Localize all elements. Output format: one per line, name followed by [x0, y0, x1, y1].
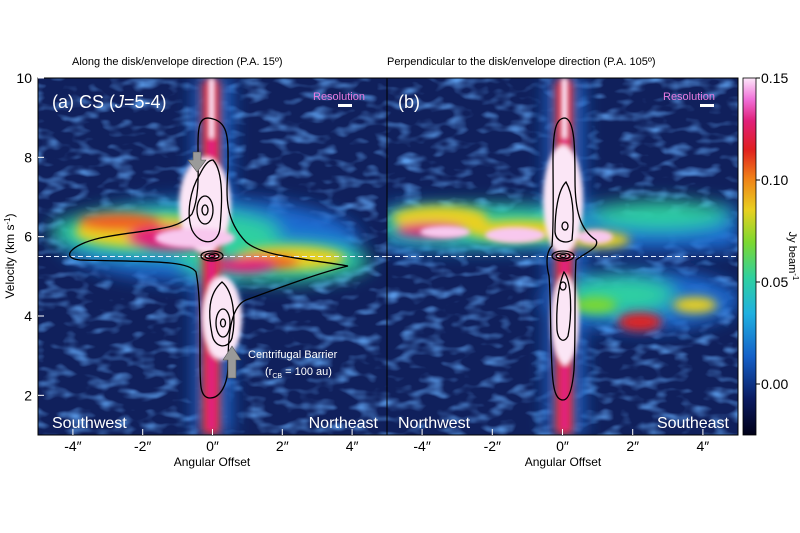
y-tick-label: 10	[16, 70, 32, 86]
colorbar-tick-label: 0.05	[761, 274, 788, 290]
x-tick-label-b: 4″	[697, 438, 710, 454]
colorbar-tick-label: 0.15	[761, 70, 788, 86]
x-tick-label-b: 2″	[626, 438, 639, 454]
x-axis-label-a: Angular Offset	[174, 455, 251, 469]
x-tick-label-a: 4″	[346, 438, 359, 454]
centrifugal-barrier-arrow-up	[222, 345, 242, 379]
resolution-label-b: Resolution	[663, 91, 715, 103]
colorbar-label: Jy beam-1	[786, 232, 800, 281]
corner-label-northwest: Northwest	[398, 415, 471, 432]
panel-b-image	[387, 78, 738, 435]
x-tick-label-a: -2″	[134, 438, 151, 454]
axes-a: -4″ -2″ 0″ 2″ 4″ 2 4 6 8 10	[16, 70, 358, 454]
panel-a-label: (a) CS (J=5-4)	[52, 92, 167, 112]
contour-mid-b-upper	[554, 180, 574, 243]
contours-a	[68, 117, 349, 399]
x-tick-label-a: 0″	[206, 438, 219, 454]
corner-label-southeast: Southeast	[657, 415, 730, 432]
centrifugal-barrier-arrow-down	[187, 151, 207, 173]
x-tick-label-b: -2″	[484, 438, 501, 454]
y-tick-label: 2	[24, 387, 32, 403]
panel-a-title: Along the disk/envelope direction (P.A. …	[72, 56, 283, 68]
x-tick-label-b: 0″	[556, 438, 569, 454]
contour-mid-b-lower	[556, 270, 572, 341]
y-axis-label: Velocity (km s-1)	[3, 213, 17, 298]
x-tick-label-b: -4″	[413, 438, 430, 454]
colorbar-gradient	[742, 77, 757, 436]
corner-label-northeast: Northeast	[309, 415, 379, 432]
y-tick-label: 6	[24, 229, 32, 245]
contour-core-a-upper	[201, 204, 209, 216]
y-tick-label: 4	[24, 308, 32, 324]
y-tick-label: 8	[24, 149, 32, 165]
x-axis-label-b: Angular Offset	[525, 455, 602, 469]
x-tick-label-a: 2″	[276, 438, 289, 454]
contour-inner-b-lower	[559, 281, 567, 291]
contour-mid-a-upper	[188, 159, 223, 243]
contour-absorb-a-2	[204, 252, 220, 260]
contour-absorb-b-1	[551, 250, 575, 262]
contour-outer-b	[546, 117, 598, 401]
contour-absorb-a-1	[200, 250, 224, 262]
panel-a: -4″ -2″ 0″ 2″ 4″ 2 4 6 8 10 (a) CS (J=5-4) Resolu…	[3, 70, 388, 469]
axes-b: -4″ -2″ 0″ 2″ 4″	[413, 429, 709, 454]
colorbar-tick-label: 0.10	[761, 172, 788, 188]
contour-inner-a-upper	[196, 195, 214, 225]
resolution-beam-b	[700, 104, 714, 107]
panel-a-image	[38, 78, 387, 435]
contours-b	[546, 117, 598, 401]
contour-absorb-a-3	[208, 253, 216, 259]
colorbar: 0.00 0.05 0.10 0.15 Jy beam-1	[742, 70, 800, 436]
annotation-rcb: (rCB = 100 au)	[265, 366, 332, 380]
annotation-centrifugal-barrier: Centrifugal Barrier	[248, 349, 338, 361]
panel-b-label: (b)	[398, 92, 420, 112]
corner-label-southwest: Southwest	[52, 415, 127, 432]
contour-absorb-b-3	[559, 253, 567, 259]
contour-mid-a-lower	[209, 281, 235, 347]
contour-inner-a-lower	[215, 308, 231, 338]
contour-absorb-b-2	[555, 252, 571, 260]
resolution-beam-a	[338, 104, 352, 107]
contour-core-a-lower	[219, 318, 227, 328]
panel-b: -4″ -2″ 0″ 2″ 4″ (b) Resolution Northwest So…	[386, 77, 739, 469]
colorbar-tick-label: 0.00	[761, 376, 788, 392]
panel-b-title: Perpendicular to the disk/envelope direc…	[387, 56, 656, 68]
contour-outer-a	[68, 117, 349, 399]
colorbar-ticks: 0.00 0.05 0.10 0.15	[756, 70, 788, 392]
x-tick-label-a: -4″	[64, 438, 81, 454]
resolution-label-a: Resolution	[313, 91, 365, 103]
contour-inner-b-upper	[561, 221, 569, 231]
